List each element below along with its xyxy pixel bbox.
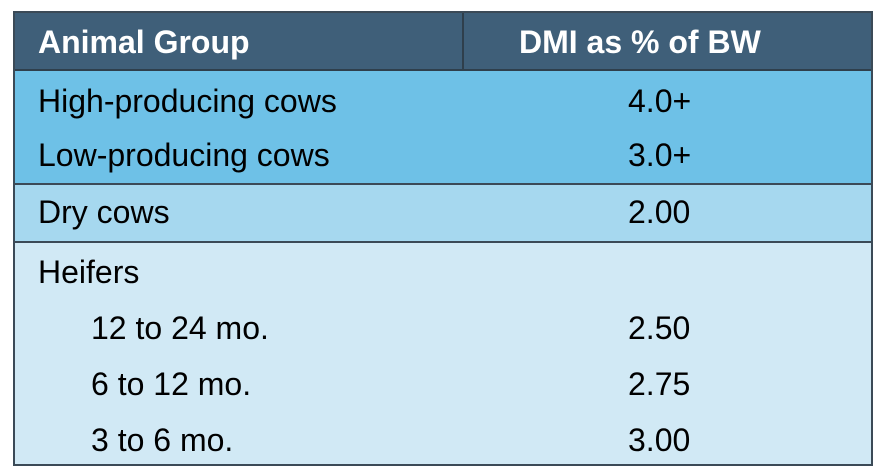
heifers-group: Heifers 12 to 24 mo. 2.50 6 to 12 mo. 2.… [15,243,871,464]
row-value: 2.50 [628,310,691,346]
column-header-animal-group: Animal Group [38,24,250,60]
lactating-cows-group: High-producing cows 4.0+ Low-producing c… [15,71,871,185]
header-divider [462,13,464,69]
row-value: 2.00 [628,194,691,230]
row-value: 4.0+ [628,83,692,119]
table-row: 6 to 12 mo. 2.75 [15,355,871,411]
row-label: Low-producing cows [38,137,330,173]
row-value: 2.75 [628,366,691,402]
row-label: 12 to 24 mo. [91,310,269,346]
table-row: 3 to 6 mo. 3.00 [15,411,871,464]
table-row: High-producing cows 4.0+ [15,73,871,129]
row-label: Dry cows [38,194,170,230]
group-label: Heifers [38,254,140,290]
row-value: 3.00 [628,422,691,458]
table-row: Low-producing cows 3.0+ [15,129,871,185]
table-row: Dry cows 2.00 [15,185,871,241]
row-value: 3.0+ [628,137,692,173]
table-row: Heifers [15,243,871,299]
dmi-table: Animal Group DMI as % of BW High-produci… [13,11,873,466]
table-row: 12 to 24 mo. 2.50 [15,299,871,355]
row-label: 3 to 6 mo. [91,422,234,458]
column-header-dmi: DMI as % of BW [519,24,761,60]
row-label: 6 to 12 mo. [91,366,252,402]
dry-cows-group: Dry cows 2.00 [15,185,871,243]
table-header: Animal Group DMI as % of BW [15,13,871,71]
row-label: High-producing cows [38,83,337,119]
